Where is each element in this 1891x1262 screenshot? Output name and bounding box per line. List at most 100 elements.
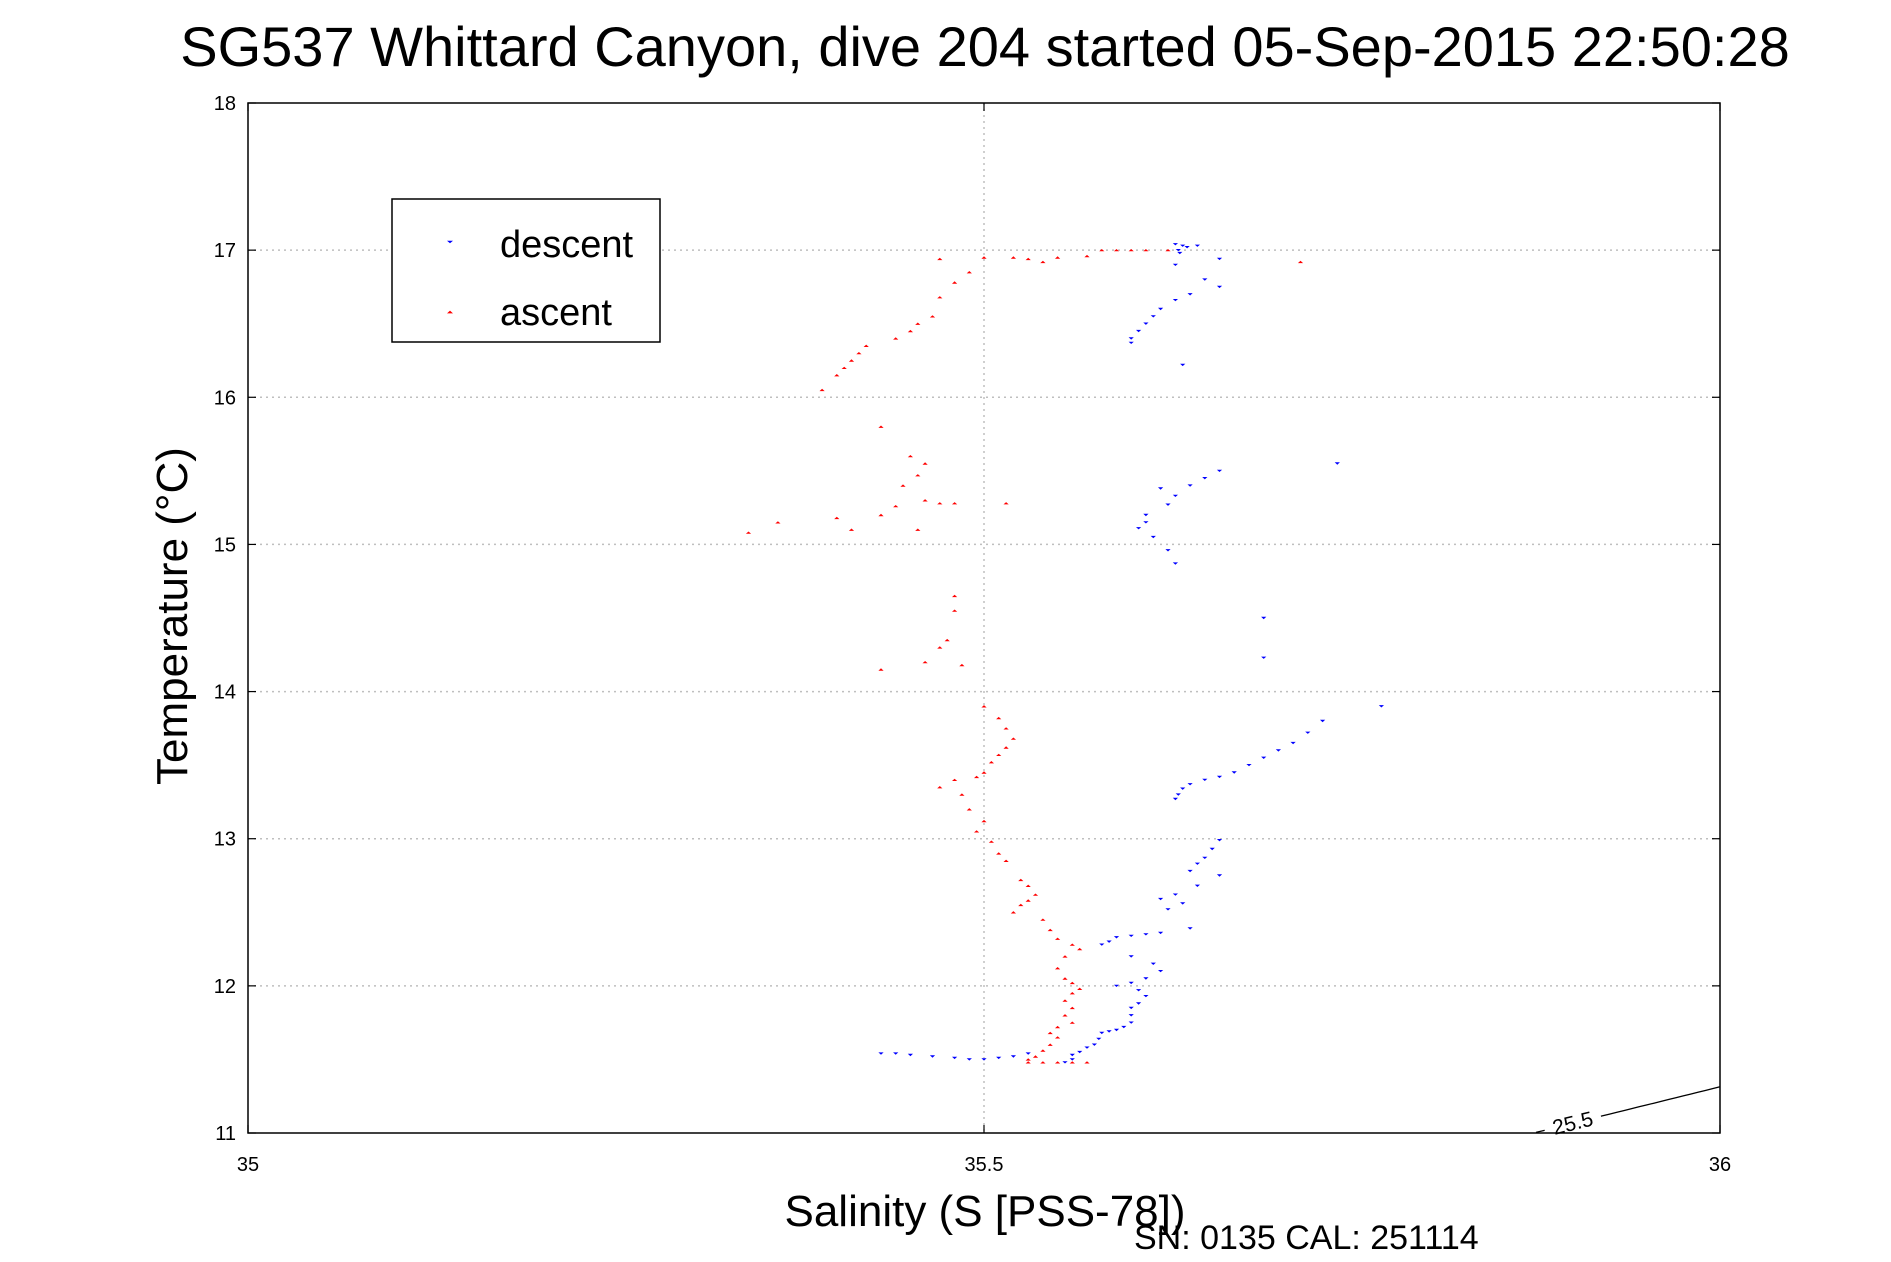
descent-point <box>1187 869 1193 873</box>
descent-point <box>952 1056 958 1060</box>
descent-point <box>1172 562 1178 565</box>
descent-point <box>1106 940 1112 943</box>
ascent-point <box>878 668 884 671</box>
ascent-point <box>834 516 840 520</box>
ascent-point <box>1032 893 1039 896</box>
descent-point <box>1187 783 1193 786</box>
descent-point <box>1143 977 1149 980</box>
descent-point <box>966 1058 972 1061</box>
y-tick-label: 12 <box>214 976 236 998</box>
ascent-point <box>1010 911 1016 914</box>
ascent-point <box>1040 918 1046 921</box>
descent-point <box>1180 244 1186 247</box>
descent-point <box>1175 793 1181 796</box>
descent-point <box>1378 705 1384 708</box>
y-tick-label: 13 <box>214 829 236 851</box>
ascent-point <box>1010 256 1016 259</box>
ascent-point <box>974 830 980 833</box>
ascent-point <box>1025 1061 1031 1064</box>
ascent-point <box>1069 943 1075 946</box>
ascent-point <box>996 716 1002 720</box>
descent-point <box>1158 307 1164 311</box>
ascent-point <box>996 852 1002 855</box>
descent-point <box>1113 984 1120 987</box>
y-tick-label: 18 <box>214 93 236 115</box>
descent-point <box>1150 315 1156 318</box>
ascent-point <box>1025 899 1031 902</box>
descent-point <box>1128 981 1134 985</box>
axis-ticks: 35 35.5 36 11 12 13 14 15 16 17 18 <box>214 93 1731 1176</box>
ascent-point <box>1069 1006 1075 1010</box>
descent-point <box>1136 1002 1142 1005</box>
descent-point <box>1334 462 1340 465</box>
ascent-point <box>1062 999 1068 1002</box>
ascent-point <box>1297 260 1304 264</box>
y-tick-label: 17 <box>214 240 236 262</box>
ascent-point <box>1099 249 1105 252</box>
descent-point <box>1177 251 1183 255</box>
ascent-point <box>1055 937 1061 940</box>
ascent-point <box>1062 1014 1068 1017</box>
ascent-point <box>775 521 781 524</box>
descent-point <box>1128 955 1134 958</box>
ascent-point <box>900 484 906 487</box>
ascent-point <box>1055 256 1061 259</box>
descent-point <box>1261 656 1267 659</box>
ascent-point <box>952 594 958 598</box>
descent-point <box>1069 1058 1075 1061</box>
descent-point <box>1180 902 1186 905</box>
ascent-point <box>878 425 884 428</box>
ascent-point <box>1032 1055 1039 1058</box>
descent-point <box>1128 341 1134 344</box>
ascent-point <box>1077 987 1083 990</box>
ascent-point <box>1010 737 1016 740</box>
ascent-point <box>1047 1043 1053 1046</box>
ascent-point <box>893 505 899 508</box>
ascent-point <box>893 337 899 340</box>
ascent-point <box>952 609 958 612</box>
ascent-point <box>915 528 921 531</box>
descent-point <box>893 1052 899 1055</box>
ascent-point <box>915 322 921 325</box>
descent-point <box>1202 477 1208 480</box>
descent-point <box>1194 884 1200 887</box>
ascent-point <box>1025 1058 1031 1061</box>
ascent-point <box>1069 1021 1075 1024</box>
ascent-point <box>1047 928 1053 932</box>
descent-point <box>1216 839 1223 842</box>
ascent-point <box>1055 967 1061 970</box>
series-descent <box>878 243 1384 1064</box>
descent-point <box>1158 897 1164 901</box>
ascent-point <box>1069 1061 1075 1064</box>
descent-point <box>1096 1037 1102 1040</box>
descent-point <box>1143 521 1149 524</box>
ascent-point <box>981 705 987 708</box>
ascent-point <box>966 808 972 811</box>
descent-point <box>1216 874 1223 877</box>
descent-point <box>1106 1030 1112 1033</box>
x-tick-label: 35 <box>237 1154 259 1176</box>
descent-point <box>1165 908 1171 911</box>
descent-point <box>1121 1025 1127 1029</box>
descent-point <box>1143 995 1149 998</box>
ascent-point <box>981 771 987 774</box>
descent-point <box>1187 484 1193 487</box>
ascent-point <box>937 502 943 505</box>
descent-point <box>1261 756 1267 759</box>
descent-point <box>878 1052 884 1055</box>
ascent-point <box>834 374 840 377</box>
descent-point <box>1158 487 1164 490</box>
descent-point <box>1099 1031 1105 1035</box>
descent-point <box>1172 893 1178 896</box>
descent-point <box>1136 527 1142 530</box>
descent-point <box>1128 1006 1134 1010</box>
descent-point <box>1231 771 1237 774</box>
descent-point <box>1136 329 1142 333</box>
descent-point <box>1158 931 1164 935</box>
ascent-point <box>1003 502 1009 505</box>
legend-box <box>391 198 661 343</box>
ascent-point <box>1084 254 1090 258</box>
descent-point <box>1180 363 1186 367</box>
descent-point <box>1180 787 1186 790</box>
